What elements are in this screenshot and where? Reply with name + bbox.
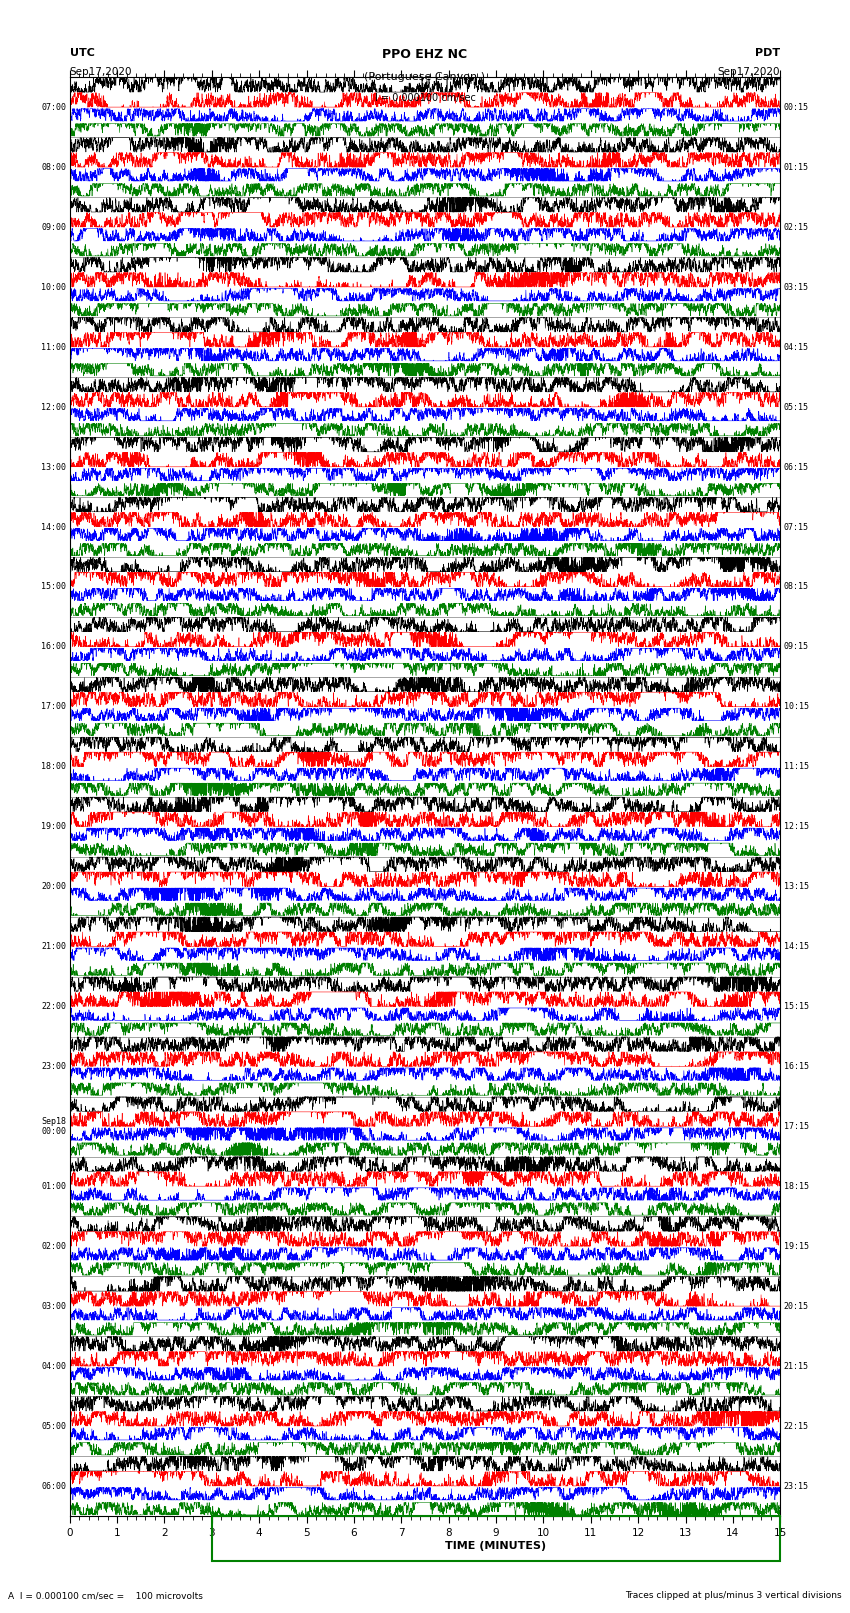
Text: (Portuguese Canyon ): (Portuguese Canyon ) [365, 73, 485, 82]
Text: 21:15: 21:15 [784, 1361, 808, 1371]
Text: 17:00: 17:00 [42, 702, 66, 711]
Text: 03:15: 03:15 [784, 282, 808, 292]
Text: 00:15: 00:15 [784, 103, 808, 111]
Text: 11:00: 11:00 [42, 342, 66, 352]
Text: 00:00: 00:00 [42, 1127, 66, 1136]
Text: 16:00: 16:00 [42, 642, 66, 652]
Text: Sep17,2020: Sep17,2020 [70, 68, 133, 77]
Text: 05:15: 05:15 [784, 403, 808, 411]
Text: 23:15: 23:15 [784, 1482, 808, 1490]
Text: TIME (MINUTES): TIME (MINUTES) [445, 1540, 547, 1550]
Text: 22:00: 22:00 [42, 1002, 66, 1011]
Text: 19:00: 19:00 [42, 823, 66, 831]
Text: 21:00: 21:00 [42, 942, 66, 952]
Text: 12:15: 12:15 [784, 823, 808, 831]
Text: 09:15: 09:15 [784, 642, 808, 652]
Text: 23:00: 23:00 [42, 1061, 66, 1071]
Text: 13:00: 13:00 [42, 463, 66, 471]
Text: 22:15: 22:15 [784, 1421, 808, 1431]
Text: 14:00: 14:00 [42, 523, 66, 532]
Text: 02:15: 02:15 [784, 223, 808, 232]
Text: 19:15: 19:15 [784, 1242, 808, 1252]
Text: 08:00: 08:00 [42, 163, 66, 173]
Text: 06:00: 06:00 [42, 1482, 66, 1490]
Text: 01:00: 01:00 [42, 1182, 66, 1190]
Text: 18:00: 18:00 [42, 763, 66, 771]
Text: 15:15: 15:15 [784, 1002, 808, 1011]
Text: PPO EHZ NC: PPO EHZ NC [382, 48, 468, 61]
Text: 15:00: 15:00 [42, 582, 66, 592]
Text: 14:15: 14:15 [784, 942, 808, 952]
Text: 03:00: 03:00 [42, 1302, 66, 1311]
Text: 13:15: 13:15 [784, 882, 808, 892]
Text: 08:15: 08:15 [784, 582, 808, 592]
Text: 07:15: 07:15 [784, 523, 808, 532]
Text: Sep18: Sep18 [42, 1118, 66, 1126]
Text: 09:00: 09:00 [42, 223, 66, 232]
Text: 18:15: 18:15 [784, 1182, 808, 1190]
Text: Sep17,2020: Sep17,2020 [717, 68, 780, 77]
Text: 20:00: 20:00 [42, 882, 66, 892]
Text: 02:00: 02:00 [42, 1242, 66, 1252]
Text: 06:15: 06:15 [784, 463, 808, 471]
Text: 01:15: 01:15 [784, 163, 808, 173]
Text: 05:00: 05:00 [42, 1421, 66, 1431]
Text: 10:15: 10:15 [784, 702, 808, 711]
Text: 07:00: 07:00 [42, 103, 66, 111]
Text: PDT: PDT [755, 48, 780, 58]
Text: A  I = 0.000100 cm/sec =    100 microvolts: A I = 0.000100 cm/sec = 100 microvolts [8, 1590, 203, 1600]
Text: UTC: UTC [70, 48, 94, 58]
Text: 10:00: 10:00 [42, 282, 66, 292]
Text: 04:00: 04:00 [42, 1361, 66, 1371]
Text: I = 0.000100 cm/sec: I = 0.000100 cm/sec [375, 94, 475, 103]
Text: 11:15: 11:15 [784, 763, 808, 771]
Text: 17:15: 17:15 [784, 1123, 808, 1131]
Text: 12:00: 12:00 [42, 403, 66, 411]
Text: 04:15: 04:15 [784, 342, 808, 352]
Text: 20:15: 20:15 [784, 1302, 808, 1311]
Text: 16:15: 16:15 [784, 1061, 808, 1071]
Text: Traces clipped at plus/minus 3 vertical divisions: Traces clipped at plus/minus 3 vertical … [625, 1590, 842, 1600]
